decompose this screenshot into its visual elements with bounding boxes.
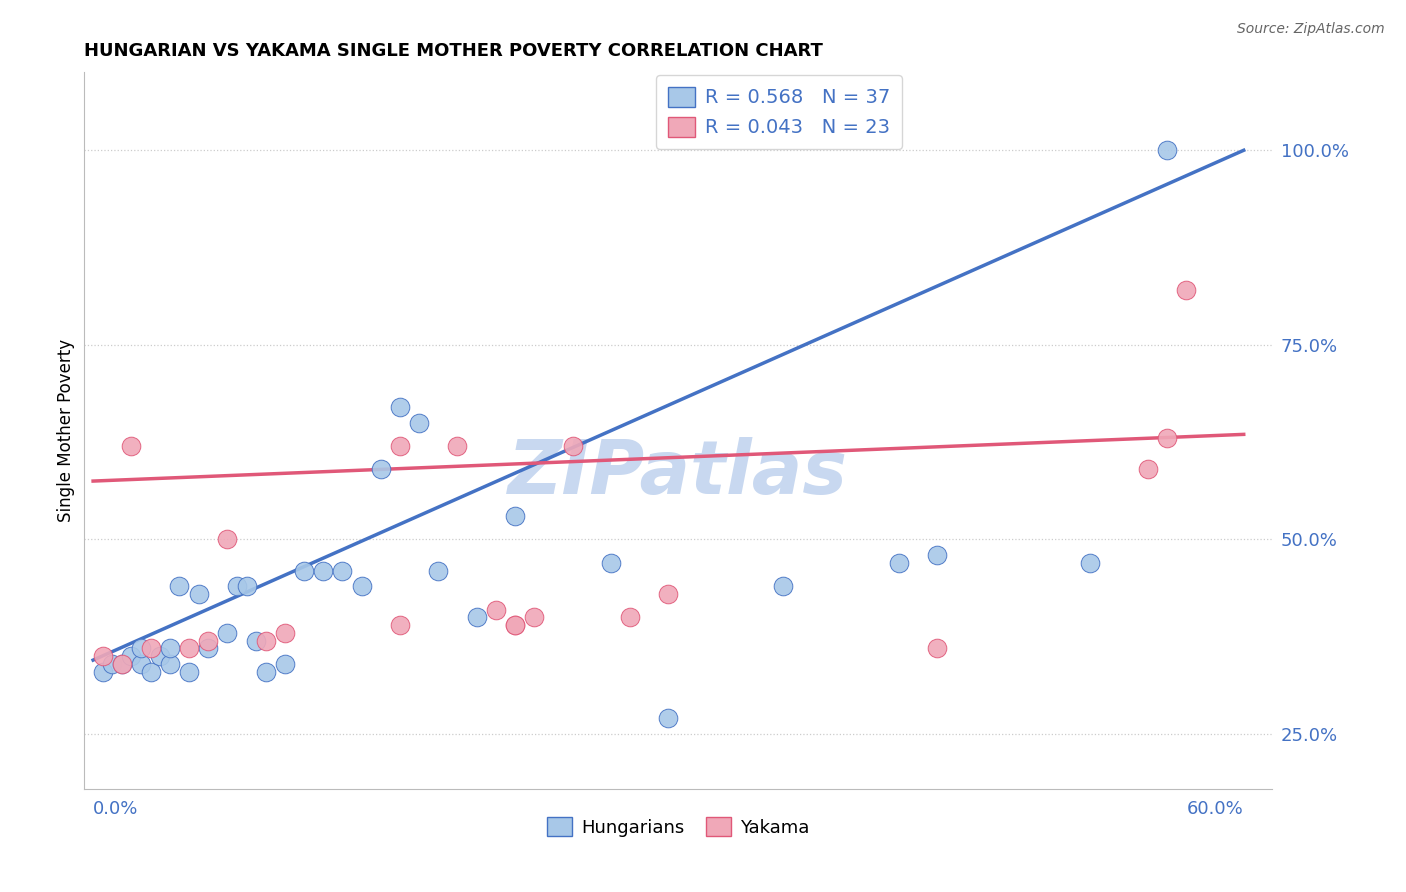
Point <box>523 610 546 624</box>
Point <box>657 587 679 601</box>
Point <box>91 649 114 664</box>
Point <box>245 633 267 648</box>
Point <box>274 625 297 640</box>
Point <box>1156 143 1178 157</box>
Point <box>120 649 142 664</box>
Point <box>159 641 181 656</box>
Point <box>235 579 257 593</box>
Point <box>187 587 209 601</box>
Point <box>111 657 134 671</box>
Point <box>1078 556 1101 570</box>
Point <box>129 657 152 671</box>
Y-axis label: Single Mother Poverty: Single Mother Poverty <box>58 339 75 522</box>
Point <box>197 641 219 656</box>
Point <box>465 610 488 624</box>
Point <box>1156 431 1178 445</box>
Point <box>159 657 181 671</box>
Point <box>226 579 249 593</box>
Point <box>619 610 641 624</box>
Point <box>139 641 162 656</box>
Point <box>149 649 172 664</box>
Point <box>274 657 297 671</box>
Point <box>177 665 200 679</box>
Point <box>408 416 430 430</box>
Point <box>925 548 948 562</box>
Point <box>129 641 152 656</box>
Point <box>254 633 277 648</box>
Point <box>657 711 679 725</box>
Point <box>772 579 794 593</box>
Point <box>217 533 239 547</box>
Point <box>332 564 354 578</box>
Point <box>446 439 468 453</box>
Point <box>503 618 526 632</box>
Point <box>169 579 191 593</box>
Point <box>1136 462 1159 476</box>
Point <box>111 657 134 671</box>
Point <box>388 618 411 632</box>
Point <box>177 641 200 656</box>
Text: 0.0%: 0.0% <box>93 800 138 818</box>
Text: HUNGARIAN VS YAKAMA SINGLE MOTHER POVERTY CORRELATION CHART: HUNGARIAN VS YAKAMA SINGLE MOTHER POVERT… <box>83 42 823 60</box>
Point <box>350 579 373 593</box>
Point <box>485 602 508 616</box>
Point <box>887 556 910 570</box>
Point <box>599 556 621 570</box>
Point <box>312 564 335 578</box>
Point <box>388 439 411 453</box>
Point <box>139 665 162 679</box>
Point <box>427 564 450 578</box>
Point <box>561 439 583 453</box>
Point <box>388 400 411 414</box>
Point <box>1175 284 1198 298</box>
Point <box>217 625 239 640</box>
Legend: Hungarians, Yakama: Hungarians, Yakama <box>540 810 817 844</box>
Point <box>254 665 277 679</box>
Point <box>91 665 114 679</box>
Text: Source: ZipAtlas.com: Source: ZipAtlas.com <box>1237 22 1385 37</box>
Text: 60.0%: 60.0% <box>1187 800 1244 818</box>
Point <box>370 462 392 476</box>
Point <box>120 439 142 453</box>
Text: ZIPatlas: ZIPatlas <box>508 437 848 510</box>
Point <box>503 618 526 632</box>
Point <box>197 633 219 648</box>
Point <box>101 657 124 671</box>
Point <box>503 509 526 524</box>
Point <box>292 564 315 578</box>
Point <box>925 641 948 656</box>
